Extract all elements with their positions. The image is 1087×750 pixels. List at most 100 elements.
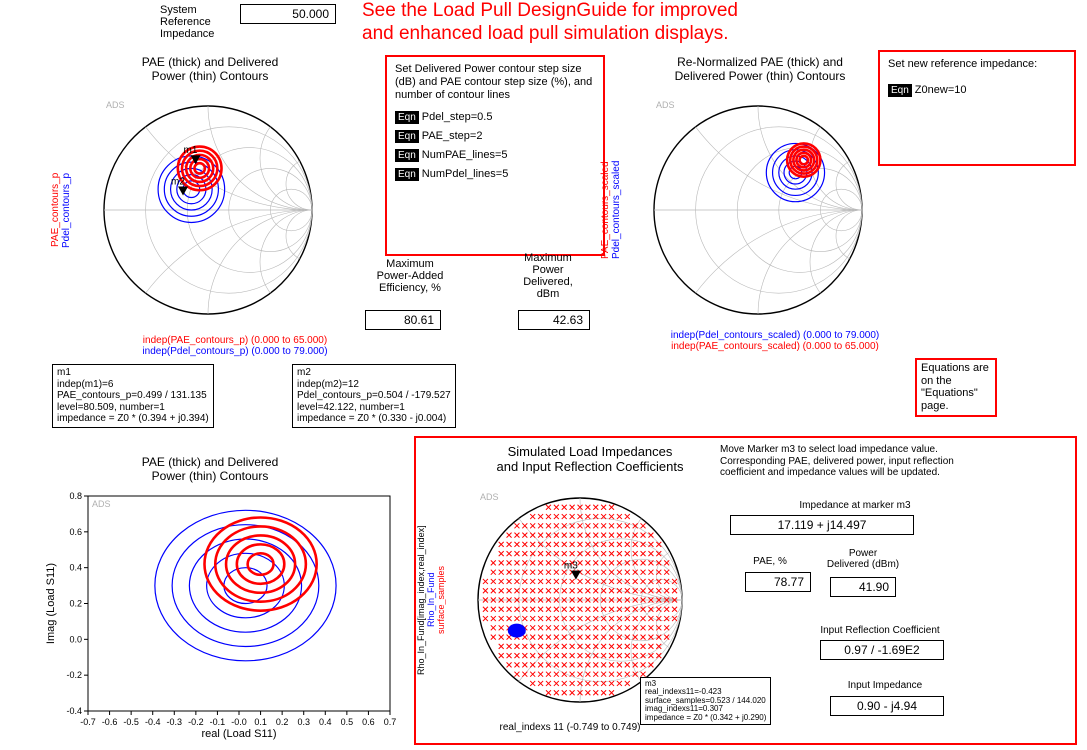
equation-row[interactable]: EqnNumPdel_lines=5 <box>395 168 595 181</box>
svg-text:0.6: 0.6 <box>69 527 82 537</box>
svg-text:0.6: 0.6 <box>362 717 375 727</box>
t: Simulated Load Impedances <box>445 444 735 459</box>
ircoef-value[interactable]: 0.97 / -1.69E2 <box>820 640 944 660</box>
smith1-footer: indep(PAE_contours_p) (0.000 to 65.000) … <box>105 335 365 357</box>
marker-m3-box[interactable]: m3 real_indexs11=-0.423 surface_samples=… <box>640 677 771 725</box>
t: and Input Reflection Coefficients <box>445 459 735 474</box>
pdel-value[interactable]: 41.90 <box>830 577 896 597</box>
t: Power-Added <box>350 270 470 282</box>
eqn-tag: Eqn <box>888 84 912 97</box>
max-pae-value[interactable]: 80.61 <box>365 310 441 330</box>
yl1: Rho_In_Fund[imag_index,real_index] <box>416 525 426 675</box>
eqn-tag: Eqn <box>395 149 419 162</box>
inimp-value[interactable]: 0.90 - j4.94 <box>830 696 944 716</box>
eqn-text: Pdel_step=0.5 <box>422 111 493 123</box>
svg-text:-0.2: -0.2 <box>188 717 204 727</box>
svg-text:m2: m2 <box>171 176 185 187</box>
smith2-footer: indep(Pdel_contours_scaled) (0.000 to 79… <box>635 330 915 352</box>
t: Power (thin) Contours <box>75 469 345 483</box>
t: Delivered Power (thin) Contours <box>630 69 890 83</box>
marker-m2-box[interactable]: m2 indep(m2)=12 Pdel_contours_p=0.504 / … <box>292 364 456 428</box>
t: Maximum <box>350 258 470 270</box>
svg-text:0.5: 0.5 <box>341 717 354 727</box>
t: PAE (thick) and Delivered <box>75 455 345 469</box>
marker-m1-box[interactable]: m1 indep(m1)=6 PAE_contours_p=0.499 / 13… <box>52 364 214 428</box>
ylab-red: PAE_contours_scaled <box>600 161 611 259</box>
svg-text:-0.3: -0.3 <box>167 717 183 727</box>
contour-settings-box: Set Delivered Power contour step size (d… <box>385 55 605 256</box>
smith2-ylabels: PAE_contours_scaled Pdel_contours_scaled <box>600 140 622 280</box>
svg-text:m3: m3 <box>564 561 578 572</box>
equation-row[interactable]: EqnNumPAE_lines=5 <box>395 149 595 162</box>
pae-value[interactable]: 78.77 <box>745 572 811 592</box>
eqn-tag: Eqn <box>395 130 419 143</box>
headline-text: See the Load Pull DesignGuide for improv… <box>362 0 1012 46</box>
eqn-text: NumPdel_lines=5 <box>422 168 509 180</box>
equation-row[interactable]: EqnPAE_step=2 <box>395 130 595 143</box>
imp-m3-value[interactable]: 17.119 + j14.497 <box>730 515 914 535</box>
max-pdel-label: Maximum Power Delivered, dBm <box>498 252 598 300</box>
yl3: surface_samples <box>436 566 446 634</box>
smith2-title: Re-Normalized PAE (thick) and Delivered … <box>630 55 890 83</box>
svg-text:Imag (Load S11): Imag (Load S11) <box>45 563 57 644</box>
pdel-label: Power Delivered (dBm) <box>808 548 918 570</box>
svg-text:0.2: 0.2 <box>69 599 82 609</box>
sim-note: Move Marker m3 to select load impedance … <box>720 444 1000 479</box>
ylab-blue: Pdel_contours_p <box>61 172 72 247</box>
svg-text:0.8: 0.8 <box>69 491 82 501</box>
svg-text:-0.2: -0.2 <box>66 670 82 680</box>
t: Re-Normalized PAE (thick) and <box>630 55 890 69</box>
ylab-red: PAE_contours_p <box>50 173 61 247</box>
text: Impedance <box>160 28 214 40</box>
svg-text:0.7: 0.7 <box>384 717 397 727</box>
sys-ref-value[interactable]: 50.000 <box>240 4 336 24</box>
sim-title: Simulated Load Impedances and Input Refl… <box>445 444 735 474</box>
z0new-box: Set new reference impedance: EqnZ0new=10 <box>878 50 1076 166</box>
z0new-note: Set new reference impedance: <box>888 58 1066 70</box>
max-pdel-value[interactable]: 42.63 <box>518 310 590 330</box>
sys-ref-label: System Reference Impedance <box>160 4 214 40</box>
text: PAE (thick) and Delivered <box>80 55 340 69</box>
text: Power (thin) Contours <box>80 69 340 83</box>
svg-text:0.2: 0.2 <box>276 717 289 727</box>
smith1-chart[interactable]: ADSm1m2 <box>60 90 340 333</box>
svg-text:0.4: 0.4 <box>69 563 82 573</box>
eqn-tag: Eqn <box>395 111 419 124</box>
svg-text:0.1: 0.1 <box>254 717 267 727</box>
inimp-label: Input Impedance <box>820 680 950 691</box>
svg-text:-0.7: -0.7 <box>80 717 96 727</box>
yl2: Rho_In_Fund <box>426 573 436 628</box>
smith1-ylabels: PAE_contours_p Pdel_contours_p <box>50 140 72 280</box>
equation-list: EqnPdel_step=0.5EqnPAE_step=2EqnNumPAE_l… <box>395 111 595 181</box>
sim-ylabels: Rho_In_Fund[imag_index,real_index] Rho_I… <box>416 500 446 700</box>
equation-row[interactable]: EqnPdel_step=0.5 <box>395 111 595 124</box>
eqn-text: PAE_step=2 <box>422 130 483 142</box>
svg-text:0.3: 0.3 <box>297 717 310 727</box>
imp-m3-label: Impedance at marker m3 <box>755 500 955 511</box>
svg-text:-0.5: -0.5 <box>123 717 139 727</box>
t: dBm <box>498 288 598 300</box>
z0new-eqn[interactable]: Z0new=10 <box>915 84 967 96</box>
svg-text:0.0: 0.0 <box>69 634 82 644</box>
svg-text:real (Load S11): real (Load S11) <box>201 728 276 740</box>
rect-chart[interactable]: -0.7-0.6-0.5-0.4-0.3-0.2-0.1-0.00.10.20.… <box>40 488 400 746</box>
svg-text:ADS: ADS <box>92 499 111 509</box>
eqn-text: NumPAE_lines=5 <box>422 149 508 161</box>
svg-text:ADS: ADS <box>106 100 125 110</box>
t: Efficiency, % <box>350 282 470 294</box>
text: Reference <box>160 16 214 28</box>
z0new-eqn-row: EqnZ0new=10 <box>888 84 1066 97</box>
text: System <box>160 4 214 16</box>
smith1-title: PAE (thick) and Delivered Power (thin) C… <box>80 55 340 83</box>
max-pae-label: Maximum Power-Added Efficiency, % <box>350 258 470 294</box>
t: Maximum <box>498 252 598 264</box>
ylab-blue: Pdel_contours_scaled <box>611 161 622 259</box>
svg-text:-0.6: -0.6 <box>102 717 118 727</box>
svg-text:-0.4: -0.4 <box>66 706 82 716</box>
smith2-chart[interactable]: ADS <box>610 90 890 333</box>
svg-text:ADS: ADS <box>656 100 675 110</box>
footer-red: indep(PAE_contours_p) (0.000 to 65.000) <box>105 335 365 346</box>
footer-red: indep(PAE_contours_scaled) (0.000 to 65.… <box>635 341 915 352</box>
svg-text:-0.0: -0.0 <box>231 717 247 727</box>
rect-chart-title: PAE (thick) and Delivered Power (thin) C… <box>75 455 345 483</box>
